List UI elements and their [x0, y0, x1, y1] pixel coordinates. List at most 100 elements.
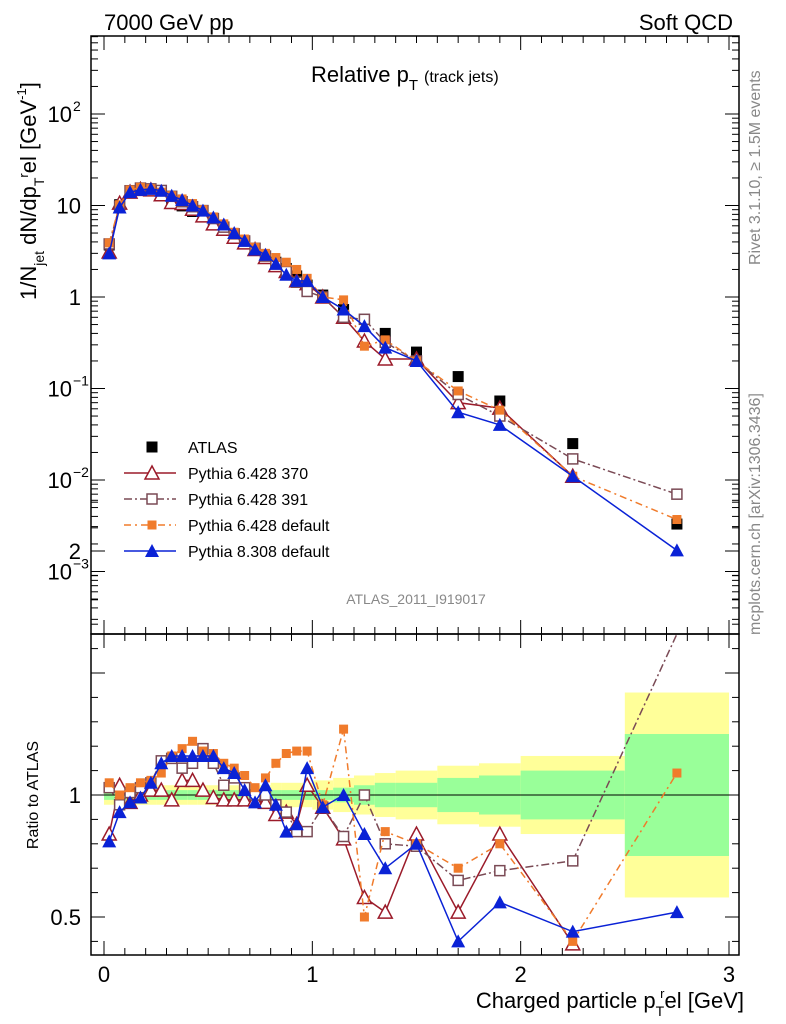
main-p8-point: [378, 340, 393, 354]
main-p6def-point: [104, 238, 114, 248]
ratio-p8-point: [565, 924, 580, 938]
main-p8-point: [123, 185, 138, 199]
ratio-p6def-point: [177, 744, 187, 754]
ratio-p391-point: [218, 779, 230, 791]
ratio-p391-point: [280, 806, 293, 818]
legend-label: Pythia 8.308 default: [188, 544, 330, 561]
main-p8-point: [279, 267, 294, 281]
plot-title-sub: T: [409, 77, 418, 94]
main-p8-point: [206, 210, 221, 224]
main-p8-point: [565, 469, 580, 483]
main-p391-point: [567, 453, 579, 465]
rivet-label: Rivet 3.1.10, ≥ 1.5M events: [747, 70, 764, 265]
ratio-p6def-point: [292, 746, 302, 756]
legend: ATLAS Pythia 6.428 370 Pythia 6.428 391 Pyt…: [124, 440, 330, 561]
ratio-p6def-point: [672, 768, 682, 778]
ratio-p370-point: [163, 791, 180, 807]
main-p8-point: [492, 417, 507, 431]
main-p8-point: [195, 203, 210, 217]
ratio-p370-point: [215, 791, 233, 807]
main-p8-point: [336, 302, 351, 316]
y-tick-exponent: −1: [73, 373, 89, 389]
plot-title: Relative pT (track jets): [311, 62, 499, 94]
main-p6def-point: [292, 264, 302, 274]
ratio-p370-point: [142, 781, 160, 797]
main-p8-point: [154, 183, 169, 197]
ratio-p8-point: [669, 905, 684, 919]
y-tick-exponent: −3: [73, 556, 89, 572]
main-p8-point: [112, 200, 127, 214]
ratio-p6def-point: [359, 912, 369, 922]
ratio-p6def-point: [495, 839, 505, 849]
main-p6def-point: [672, 515, 682, 525]
ratio-p8-point: [248, 795, 263, 809]
ratio-p6def-point: [281, 749, 291, 759]
main-p8-point: [258, 247, 273, 261]
ratio-p391-point: [379, 838, 391, 850]
legend-label: ATLAS: [188, 440, 238, 457]
main-p8-point: [248, 242, 263, 256]
ratio-p370-point: [236, 791, 253, 807]
ratio-y-tick-label: 1: [69, 783, 81, 808]
main-p6def-point: [495, 405, 505, 415]
ratio-p8-point: [409, 836, 424, 850]
ratio-p370-point: [184, 771, 201, 788]
ratio-series-layer: [100, 633, 684, 951]
x-tick-label: 0: [98, 962, 110, 987]
ratio-p8-point: [268, 797, 283, 811]
x-tick-label: 2: [515, 962, 527, 987]
main-p8-point: [300, 273, 315, 287]
plot-title-prefix: Relative p: [311, 62, 409, 87]
main-atlas-point: [379, 327, 391, 339]
main-atlas-point: [671, 518, 683, 530]
xlabel: Charged particle pTrel [GeV]: [476, 986, 744, 1019]
main-p8-point: [102, 246, 117, 260]
main-p8-point: [315, 290, 330, 303]
ratio-p6def-point: [302, 746, 312, 756]
ratio-ylabel: Ratio to ATLAS: [25, 741, 42, 849]
ratio-p391-point: [337, 830, 350, 843]
main-p370-line: [108, 188, 574, 477]
ratio-p8-point: [164, 748, 179, 762]
main-p8-point: [451, 405, 466, 419]
ratio-p391-point: [567, 855, 579, 867]
ratio-p6def-point: [250, 783, 260, 793]
main-p8-point: [133, 182, 148, 196]
ratio-p8-point: [279, 824, 294, 838]
main-p8-point: [357, 319, 372, 333]
ratio-p6def-point: [156, 768, 166, 778]
main-p8-point: [268, 256, 283, 270]
header-left: 7000 GeV pp: [104, 10, 234, 35]
ratio-p6def-point: [115, 790, 125, 800]
ratio-p6def-point: [380, 827, 390, 837]
ratio-p8-series: [102, 748, 684, 948]
y-tick-exponent: −2: [73, 464, 89, 480]
ratio-p370-point: [376, 903, 394, 919]
x-tick-label: 3: [723, 962, 735, 987]
y-tick-label: 10: [57, 194, 81, 219]
legend-marker: [143, 464, 161, 480]
ratio-p391-point: [301, 825, 313, 838]
ratio-p6def-point: [339, 724, 349, 734]
ratio-p391-point: [358, 789, 371, 801]
main-p8-point: [409, 353, 424, 367]
ratio-p8-point: [315, 800, 330, 814]
main-p8-point: [237, 233, 252, 247]
ratio-p6def-point: [104, 778, 114, 788]
ratio-p8-point: [123, 795, 138, 809]
main-p8-series: [102, 181, 684, 557]
ratio-y-tick-label: 0.5: [50, 905, 81, 930]
ratio-p6def-point: [453, 863, 463, 873]
ratio-p370-point: [491, 825, 509, 841]
ratio-y-tick-label: 2: [69, 539, 81, 564]
ratio-p391-point: [452, 874, 464, 887]
legend-marker: [146, 493, 158, 505]
analysis-watermark: ATLAS_2011_I919017: [346, 591, 486, 607]
main-p8-point: [289, 273, 304, 287]
ratio-p370-point: [205, 788, 222, 805]
main-p8-point: [143, 181, 158, 195]
ratio-p370-point: [173, 771, 191, 788]
plot-title-suffix: (track jets): [424, 69, 499, 86]
main-p391-point: [671, 488, 683, 500]
